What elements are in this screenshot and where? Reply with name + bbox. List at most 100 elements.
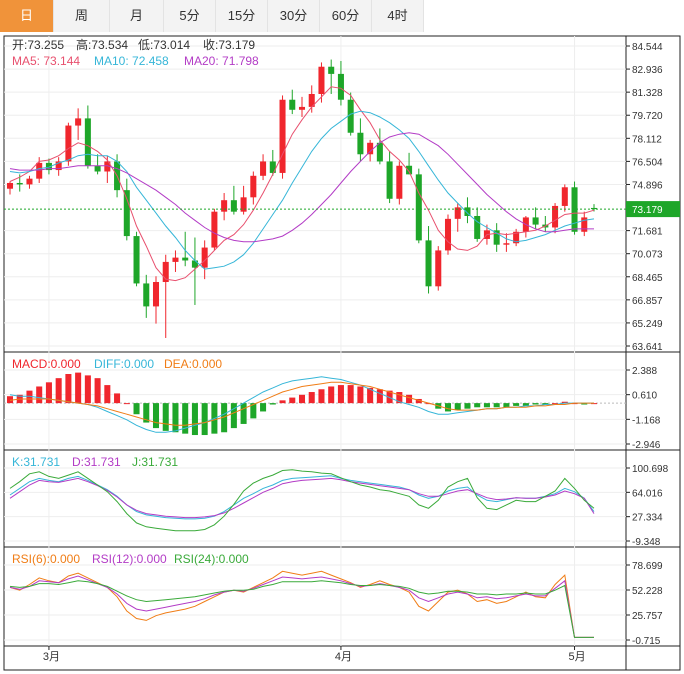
candle-body [162,261,169,283]
candle-body [552,205,559,228]
macd-bar [406,394,413,404]
rsi24-line [9,580,594,638]
kdj-tick-label: 100.698 [632,464,669,475]
macd-tick-label: -1.168 [632,415,661,426]
candle-body [104,161,111,172]
tab-week[interactable]: 周 [54,0,110,32]
ma20-label: MA20: 71.798 [184,54,259,68]
candle-body [36,162,43,179]
tab-30min[interactable]: 30分 [268,0,320,32]
tab-5min[interactable]: 5分 [164,0,216,32]
macd-bar [493,403,500,408]
candle-body [123,190,130,237]
kline-chart: 84.544 82.936 81.328 79.720 78.112 76.504 74.8… [3,35,681,671]
close-label: 收:73.179 [203,38,255,52]
candle-body [6,182,14,189]
tab-60min[interactable]: 60分 [320,0,372,32]
candle-body [211,211,218,248]
macd-bar [561,401,568,404]
macd-bar [45,382,52,404]
candle-body [357,132,364,155]
candle-body [65,125,72,162]
macd-tick-label: -2.946 [632,440,661,451]
macd-bar [36,386,43,404]
macd-bar [191,403,198,436]
price-tick-label: 63.641 [632,342,663,353]
candle-body [279,99,286,173]
low-label: 低:73.014 [138,38,190,52]
macd-bar [522,403,529,406]
macd-bar [104,385,111,404]
candle-body [289,99,296,110]
macd-bar [552,403,559,405]
candle-body [269,161,276,173]
macd-bar [347,385,354,404]
diff-label: DIFF:0.000 [94,357,154,371]
rsi24-label: RSI(24):0.000 [174,552,249,566]
candle-body [308,93,315,107]
price-tick-label: 79.720 [632,111,663,122]
macd-bar [444,403,452,412]
candle-body [406,165,413,175]
d-label: D:31.731 [72,455,121,469]
candle-body [532,217,539,225]
macd-bar [114,393,121,404]
macd-bar [464,403,471,409]
dea-label: DEA:0.000 [164,357,222,371]
candle-body [298,106,306,110]
candle-body [415,174,422,241]
macd-bar [367,387,374,404]
macd-bar [298,394,306,404]
ma20-line [9,132,594,243]
macd-bar [415,398,422,404]
price-tick-label: 78.112 [632,134,662,145]
tab-day[interactable]: 日 [0,0,54,32]
candle-body [376,142,383,162]
price-tick-label: 66.857 [632,296,663,307]
candle-body [250,175,257,198]
rsi12-line [9,575,594,638]
macd-bar [386,390,393,404]
high-label: 高:73.534 [76,37,128,52]
price-tick-label: 65.249 [632,319,663,330]
macd-bar [328,386,335,404]
tab-4hour[interactable]: 4时 [372,0,424,32]
macd-bar [84,375,91,404]
macd-bar [590,403,598,405]
open-label: 开:73.255 [12,38,64,52]
rsi-tick-label: 25.757 [632,611,663,622]
candle-body [386,161,393,199]
macd-bar [337,385,344,404]
kdj-d-line [9,477,595,519]
macd-bar [396,392,403,404]
macd-bar [221,403,228,433]
candle-body [444,218,452,251]
grid-lines [4,36,626,646]
tab-15min[interactable]: 15分 [216,0,268,32]
kdj-tick-label: 27.334 [632,513,663,524]
price-tick-label: 76.504 [632,157,663,168]
macd-bar [308,392,315,404]
candle-body [513,231,520,244]
candle-body [152,282,160,307]
macd-bar [201,403,208,436]
j-label: J:31.731 [132,455,178,469]
x-tick-label: 3月 [43,651,60,663]
price-tick-label: 84.544 [632,42,663,53]
macd-bar [123,403,130,405]
candle-body [45,162,52,171]
tab-month[interactable]: 月 [110,0,164,32]
x-tick-label: 5月 [569,651,586,663]
candle-body [191,260,198,268]
price-tick-label: 81.328 [632,88,663,99]
candle-body [367,142,374,155]
outer-border [3,35,681,671]
rsi-tick-label: 52.228 [632,586,663,597]
price-tick-label: 68.465 [632,273,663,284]
macd-bar [6,396,14,404]
rsi-tick-label: 78.699 [632,561,663,572]
macd-bar [133,403,140,415]
macd-bar [55,378,62,404]
macd-bar [240,403,247,424]
macd-bar [250,403,257,419]
